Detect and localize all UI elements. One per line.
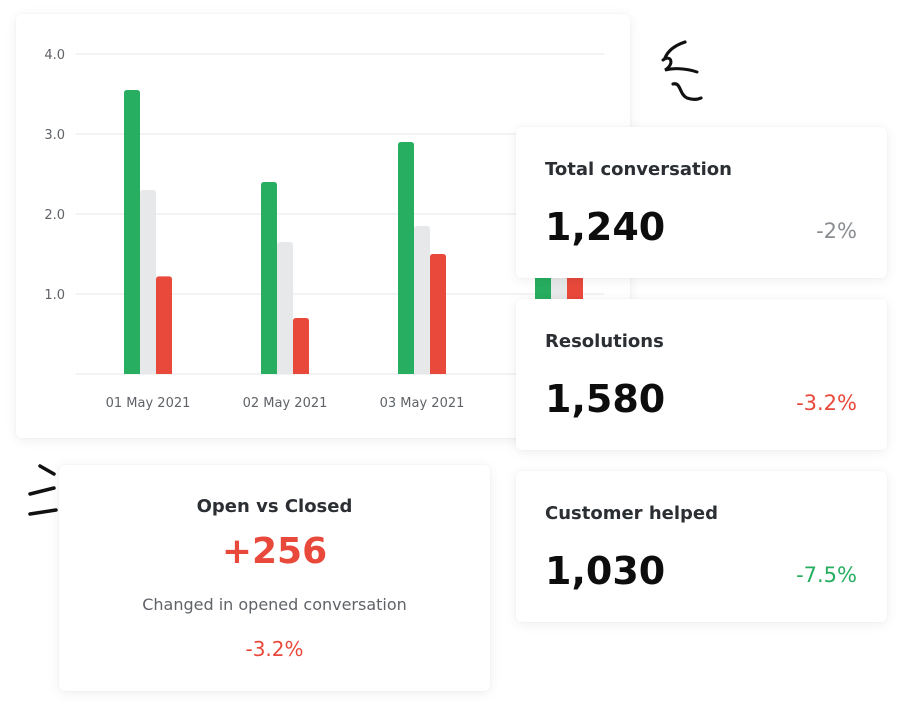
bar-green — [398, 142, 414, 374]
stat-card-customer-helped: Customer helped 1,030 -7.5% — [516, 471, 887, 622]
stat-change: -3.2% — [796, 391, 857, 415]
stat-title: Customer helped — [545, 503, 718, 524]
bar-gray — [277, 242, 293, 374]
bar-gray — [140, 190, 156, 374]
bar-red — [430, 254, 446, 374]
stat-value: 1,030 — [545, 549, 666, 593]
stat-card-resolutions: Resolutions 1,580 -3.2% — [516, 299, 887, 450]
y-tick-label: 4.0 — [44, 48, 65, 63]
stat-title: Resolutions — [545, 331, 664, 352]
stat-title: Total conversation — [545, 159, 732, 180]
bar-green — [124, 90, 140, 374]
bar-green — [261, 182, 277, 374]
open-vs-closed-title: Open vs Closed — [196, 496, 353, 517]
open-vs-closed-change: -3.2% — [245, 637, 304, 661]
stat-change: -7.5% — [796, 563, 857, 587]
y-tick-label: 2.0 — [44, 208, 65, 223]
open-vs-closed-value: +256 — [221, 531, 328, 572]
stat-value: 1,580 — [545, 377, 666, 421]
x-tick-label: 02 May 2021 — [243, 396, 328, 411]
x-tick-label: 01 May 2021 — [106, 396, 191, 411]
bar-red — [156, 276, 172, 374]
stat-card-total-conversation: Total conversation 1,240 -2% — [516, 127, 887, 278]
open-vs-closed-caption: Changed in opened conversation — [142, 595, 407, 614]
bar-red — [293, 318, 309, 374]
stat-change: -2% — [816, 219, 857, 243]
y-tick-label: 3.0 — [44, 128, 65, 143]
squiggle-doodle-icon — [661, 40, 703, 102]
y-tick-label: 1.0 — [44, 288, 65, 303]
x-tick-label: 03 May 2021 — [380, 396, 465, 411]
stat-value: 1,240 — [545, 205, 666, 249]
spark-doodle-icon — [28, 464, 58, 516]
open-vs-closed-card: Open vs Closed +256 Changed in opened co… — [59, 465, 490, 691]
bar-gray — [414, 226, 430, 374]
